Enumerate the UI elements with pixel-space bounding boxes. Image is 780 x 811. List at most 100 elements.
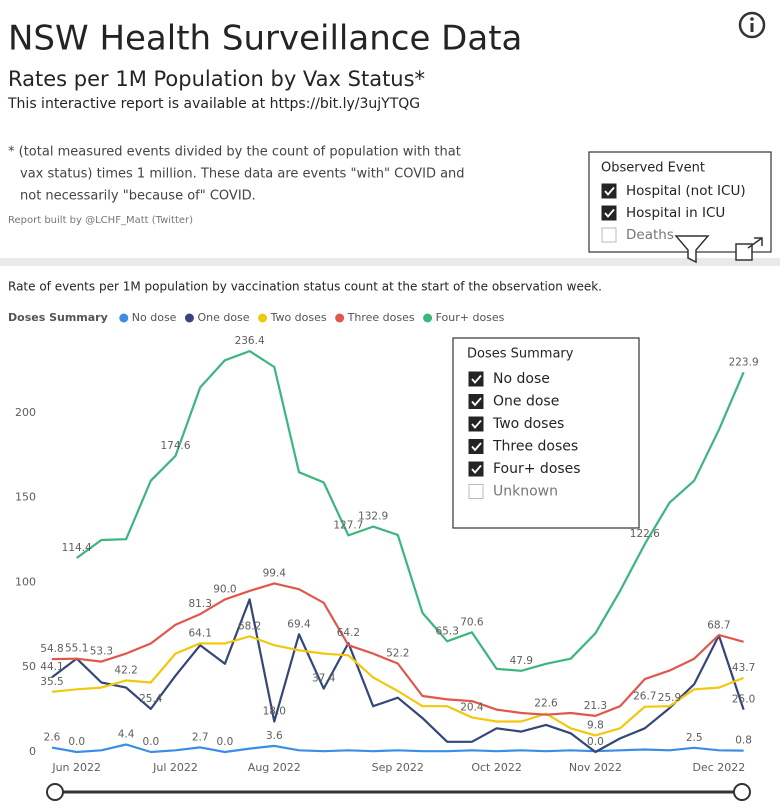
data-label: 223.9: [729, 356, 759, 368]
range-slider[interactable]: [46, 783, 751, 801]
data-label: 68.2: [238, 620, 261, 632]
data-label: 35.5: [40, 676, 63, 688]
slicer-item: Unknown: [493, 484, 558, 500]
legend-marker: [119, 313, 129, 323]
checkbox[interactable]: [468, 416, 484, 432]
checkbox[interactable]: [601, 205, 617, 221]
data-label: 55.1: [65, 643, 88, 655]
data-label: 0.8: [735, 735, 752, 747]
x-tick-label: Aug 2022: [248, 761, 301, 774]
checkmark: [471, 442, 482, 452]
report-link[interactable]: This interactive report is available at …: [7, 96, 420, 112]
slicer-item: Hospital in ICU: [626, 205, 725, 221]
slicer-item: Deaths: [626, 227, 674, 243]
note-line: vax status) times 1 million. These data …: [20, 167, 465, 182]
checkbox[interactable]: [601, 183, 617, 199]
x-tick-label: Jul 2022: [152, 761, 198, 774]
credit: Report built by @LCHF_Matt (Twitter): [8, 215, 193, 226]
legend-marker: [184, 313, 194, 323]
report-title: NSW Health Surveillance Data: [8, 19, 522, 59]
checkmark: [604, 186, 615, 196]
data-label: 127.7: [333, 519, 363, 531]
data-label: 68.7: [707, 619, 730, 631]
checkbox[interactable]: [468, 484, 484, 499]
data-label: 70.6: [460, 616, 484, 628]
note-line: * (total measured events divided by the …: [8, 145, 461, 160]
x-tick-label: Oct 2022: [471, 761, 522, 774]
data-label: 44.1: [40, 661, 63, 673]
data-label: 0.0: [68, 736, 85, 748]
legend-label: Three doses: [347, 311, 415, 324]
filter-icon[interactable]: [674, 235, 710, 264]
series-line: [51, 743, 744, 754]
data-label: 43.7: [732, 662, 755, 674]
y-tick-label: 100: [15, 575, 36, 588]
focus-icon[interactable]: [735, 237, 763, 261]
doses-slicer: [452, 337, 640, 529]
slicer-title: Doses Summary: [467, 347, 574, 362]
data-label: 174.6: [160, 440, 190, 452]
data-label: 3.6: [266, 730, 283, 742]
checkmark: [471, 419, 482, 429]
series-line: [76, 350, 745, 672]
legend-label: One dose: [197, 311, 249, 324]
slicer-item: One dose: [493, 394, 559, 410]
legend-label: Four+ doses: [436, 311, 505, 324]
data-label: 18.0: [263, 705, 286, 717]
data-label: 2.5: [686, 732, 703, 744]
checkbox[interactable]: [468, 439, 484, 454]
info-icon[interactable]: [738, 11, 766, 39]
checkbox[interactable]: [468, 371, 484, 387]
legend-label: Two doses: [270, 311, 327, 324]
data-label: 132.9: [358, 511, 388, 523]
data-label: 26.7: [633, 691, 656, 703]
data-label: 4.4: [118, 729, 135, 741]
x-tick-label: Sep 2022: [372, 761, 424, 774]
data-label: 0.0: [142, 736, 159, 748]
chart-card: [0, 266, 780, 811]
data-label: 64.1: [189, 627, 212, 639]
data-label: 37.4: [312, 673, 336, 685]
data-label: 236.4: [235, 335, 265, 347]
x-tick-label: Jun 2022: [51, 761, 101, 774]
chart-title: Rate of events per 1M population by vacc…: [8, 280, 602, 294]
x-tick-label: Nov 2022: [569, 761, 622, 774]
data-label: 2.6: [44, 732, 61, 744]
data-label: 42.2: [114, 664, 137, 676]
data-label: 69.4: [287, 618, 311, 630]
data-label: 81.3: [189, 598, 212, 610]
checkmark: [471, 464, 482, 474]
data-label: 114.4: [62, 542, 92, 554]
slicer-item: Three doses: [492, 439, 578, 455]
legend-marker: [258, 313, 268, 323]
data-label: 25.9: [658, 692, 681, 704]
x-tick-label: Dec 2022: [693, 761, 746, 774]
legend-marker: [423, 313, 433, 323]
slicer-item: Two doses: [492, 416, 564, 432]
slicer-item: Four+ doses: [493, 461, 581, 477]
data-label: 65.3: [436, 625, 459, 637]
checkbox[interactable]: [601, 227, 617, 243]
checkbox[interactable]: [468, 461, 484, 477]
data-label: 20.4: [460, 701, 484, 713]
data-label: 25.0: [732, 694, 755, 706]
y-tick-label: 150: [15, 491, 36, 504]
legend-title: Doses Summary: [8, 311, 108, 324]
checkbox[interactable]: [468, 394, 484, 409]
y-tick-label: 200: [15, 406, 36, 419]
note-line: not necessarily "because of" COVID.: [20, 189, 256, 204]
report-subtitle: Rates per 1M Population by Vax Status*: [8, 67, 425, 91]
checkmark: [604, 208, 615, 218]
data-label: 22.6: [534, 698, 558, 710]
checkmark: [471, 374, 482, 384]
data-label: 99.4: [263, 567, 287, 579]
legend-marker: [335, 313, 345, 323]
data-label: 9.8: [587, 719, 604, 731]
data-label: 21.3: [584, 700, 607, 712]
data-label: 122.6: [630, 528, 660, 540]
slicer-item: Hospital (not ICU): [626, 183, 746, 199]
data-label: 0.0: [217, 736, 234, 748]
data-label: 53.3: [90, 646, 113, 658]
